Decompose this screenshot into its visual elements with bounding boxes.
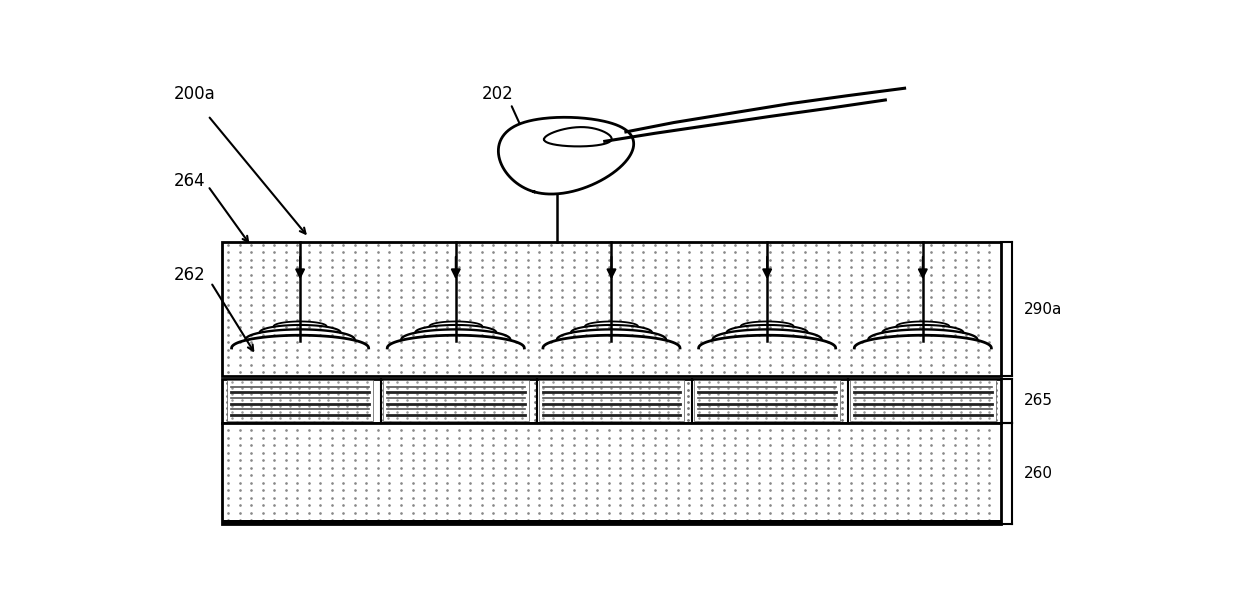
Text: 290a: 290a (1024, 302, 1063, 317)
Text: 262: 262 (174, 266, 206, 284)
Text: 264: 264 (174, 172, 206, 190)
Bar (222, 423, 1001, 524)
Bar (694, 381, 839, 422)
Text: 265: 265 (1024, 393, 1053, 408)
Bar (222, 520, 1001, 524)
Bar (383, 381, 528, 422)
Polygon shape (498, 117, 634, 194)
Bar (222, 378, 1001, 423)
Bar (227, 381, 373, 422)
Text: 202: 202 (481, 85, 513, 103)
Text: 200a: 200a (174, 85, 216, 103)
Bar (851, 381, 996, 422)
Bar (222, 242, 1001, 376)
Bar (538, 381, 684, 422)
Text: 260: 260 (1024, 466, 1053, 481)
